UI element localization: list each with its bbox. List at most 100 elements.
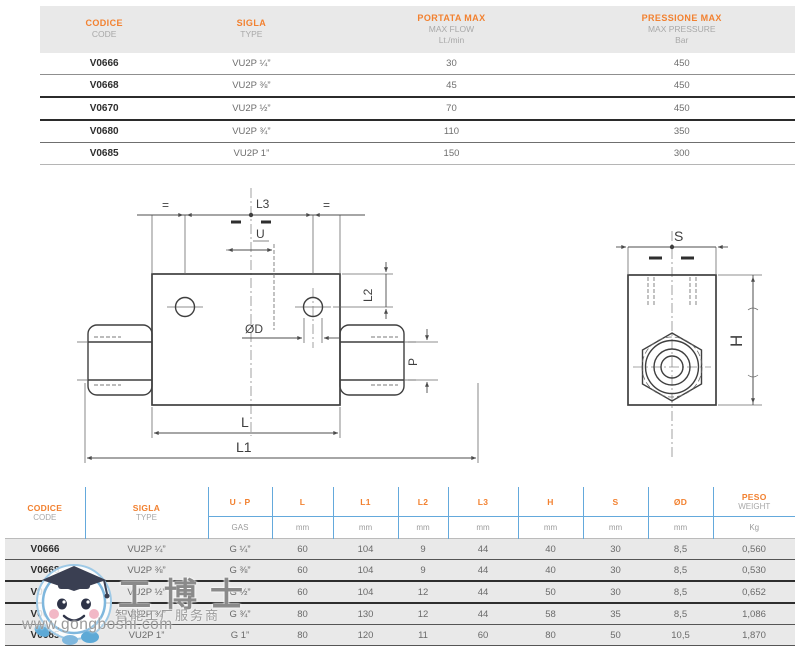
table-row: V0666 VU2P ¼” G ¼” 60 104 9 44 40 30 8,5…	[5, 538, 795, 560]
dim-l1: L1	[84, 383, 479, 463]
cell-l2: 12	[398, 603, 448, 625]
cell-l1: 104	[333, 538, 398, 560]
cell-sigla: VU2P ½”	[168, 97, 335, 121]
cell-portata: 45	[334, 74, 569, 98]
cell-code: V0668	[40, 74, 169, 98]
header-subtitle: CODE	[33, 512, 57, 522]
unit-od: mm	[647, 516, 713, 539]
cell-sigla: VU2P ¾”	[168, 120, 335, 143]
cell-peso: 0,560	[713, 538, 795, 560]
table-row: V0666 VU2P ¼” 30 450	[40, 53, 795, 75]
cell-l1: 104	[333, 559, 398, 581]
header-subtitle: MAX PRESSURE	[647, 24, 716, 34]
dim-label-equal-right: =	[323, 198, 330, 212]
cell-peso: 1,086	[713, 603, 795, 625]
header-subtitle: TYPE	[240, 29, 263, 40]
header-title: L1	[360, 496, 371, 507]
header-unit: Lt./min	[438, 34, 465, 45]
header-h: H	[517, 487, 583, 517]
centerlines	[167, 188, 331, 436]
cell-h: 40	[518, 559, 583, 581]
dim-label-u: U	[256, 227, 265, 241]
header-title: CODICE	[85, 18, 123, 29]
cell-code: V0680	[40, 120, 169, 143]
hex-nut	[641, 332, 703, 402]
unit-l: mm	[271, 516, 333, 539]
cell-l1: 104	[333, 581, 398, 603]
cell-l1: 120	[333, 624, 398, 646]
header-title: PRESSIONE MAX	[641, 13, 722, 23]
cell-up: G 1”	[208, 624, 272, 646]
cell-od: 8,5	[648, 603, 713, 625]
cell-l3: 60	[448, 624, 518, 646]
cell-l1: 130	[333, 603, 398, 625]
header-title: ØD	[673, 496, 688, 507]
mounting-holes	[174, 296, 324, 318]
cell-up: G ¾”	[208, 603, 272, 625]
cell-sigla: VU2P ¾”	[85, 603, 208, 625]
cell-l3: 44	[448, 538, 518, 560]
dim-label-s: S	[674, 228, 683, 244]
cell-sigla: VU2P ⅜”	[168, 74, 335, 98]
cell-h: 50	[518, 581, 583, 603]
valve-body	[151, 273, 341, 406]
unit-l1: mm	[332, 516, 398, 539]
header-subtitle: WEIGHT	[738, 501, 771, 511]
header-peso: PESO WEIGHT	[712, 487, 795, 517]
cell-code: V0685	[5, 624, 85, 646]
cell-sigla: VU2P ⅜”	[85, 559, 208, 581]
cell-up: G ⅜”	[208, 559, 272, 581]
cell-code: V0680	[5, 603, 85, 625]
cell-code: V0666	[40, 53, 169, 75]
cell-code: V0685	[40, 142, 169, 165]
cell-code: V0670	[5, 581, 85, 603]
unit-l3: mm	[447, 516, 518, 539]
cell-h: 40	[518, 538, 583, 560]
unit-peso: Kg	[712, 516, 795, 539]
dim-l: L	[151, 407, 341, 438]
header-od: ØD	[647, 487, 713, 517]
header-title: CODICE	[27, 502, 63, 513]
centerlines	[633, 231, 711, 457]
dim-label-h: H	[727, 335, 746, 347]
cell-l3: 44	[448, 581, 518, 603]
valve-end-view-drawing: S H	[616, 228, 762, 457]
cell-l: 80	[272, 603, 333, 625]
cell-pressione: 450	[568, 97, 795, 121]
cell-peso: 0,652	[713, 581, 795, 603]
header-l: L	[271, 487, 333, 517]
cell-peso: 0,530	[713, 559, 795, 581]
header-title: L2	[417, 496, 429, 507]
cell-peso: 1,870	[713, 624, 795, 646]
cell-od: 8,5	[648, 538, 713, 560]
table-row: V0668 VU2P ⅜” 45 450	[40, 74, 795, 98]
header-title: PESO	[741, 491, 767, 502]
hex-fitting-left	[77, 324, 153, 396]
header-codice: CODICE CODE	[5, 487, 85, 539]
cell-od: 8,5	[648, 559, 713, 581]
header-subtitle: MAX FLOW	[428, 24, 475, 34]
header-title: L	[299, 496, 306, 507]
cell-up: G ¼”	[208, 538, 272, 560]
hex-fitting-right	[339, 324, 416, 396]
cell-od: 10,5	[648, 624, 713, 646]
cell-l2: 11	[398, 624, 448, 646]
cell-h: 80	[518, 624, 583, 646]
cell-l3: 44	[448, 603, 518, 625]
dim-label-l: L	[241, 414, 249, 430]
cell-sigla: VU2P ¼”	[85, 538, 208, 560]
cell-s: 30	[583, 581, 648, 603]
header-subtitle: TYPE	[136, 512, 157, 522]
cell-l: 60	[272, 538, 333, 560]
table-row: V0670 VU2P ½” G ½” 60 104 12 44 50 30 8,…	[5, 581, 795, 603]
cell-h: 58	[518, 603, 583, 625]
dim-l2: L2	[333, 262, 393, 319]
dim-p: P	[406, 329, 438, 393]
cell-pressione: 450	[568, 74, 795, 98]
table-row: V0680 VU2P ¾” G ¾” 80 130 12 44 58 35 8,…	[5, 603, 795, 625]
header-title: L3	[477, 496, 489, 507]
cell-pressione: 450	[568, 53, 795, 75]
cell-s: 50	[583, 624, 648, 646]
cell-portata: 70	[334, 97, 569, 121]
cell-s: 30	[583, 538, 648, 560]
